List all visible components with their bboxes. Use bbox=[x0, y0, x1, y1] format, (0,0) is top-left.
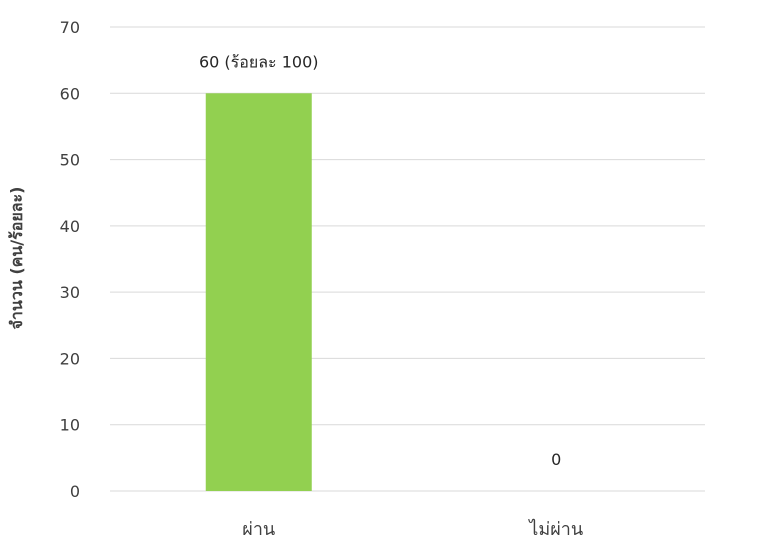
y-axis-tick-labels: 0 10 20 30 40 50 60 70 bbox=[60, 18, 80, 501]
x-axis-category-labels: ผ่าน ไม่ผ่าน bbox=[242, 518, 583, 540]
bars bbox=[205, 93, 312, 492]
y-tick-label: 40 bbox=[60, 217, 80, 236]
y-tick-label: 0 bbox=[70, 482, 80, 501]
y-tick-label: 50 bbox=[60, 151, 80, 170]
y-tick-label: 70 bbox=[60, 18, 80, 37]
y-tick-label: 60 bbox=[60, 84, 80, 103]
gridlines bbox=[110, 26, 705, 492]
bar-data-label: 60 (ร้อยละ 100) bbox=[199, 52, 319, 71]
x-category-label: ไม่ผ่าน bbox=[527, 518, 583, 540]
y-tick-label: 20 bbox=[60, 349, 80, 368]
bar bbox=[205, 93, 312, 492]
data-labels: 60 (ร้อยละ 100) 0 bbox=[199, 52, 561, 469]
x-category-label: ผ่าน bbox=[242, 519, 275, 540]
y-tick-label: 10 bbox=[60, 416, 80, 435]
bar-data-label: 0 bbox=[551, 450, 561, 469]
y-tick-label: 30 bbox=[60, 283, 80, 302]
y-axis-title: จำนวน (คน/ร้อยละ) bbox=[7, 187, 26, 330]
